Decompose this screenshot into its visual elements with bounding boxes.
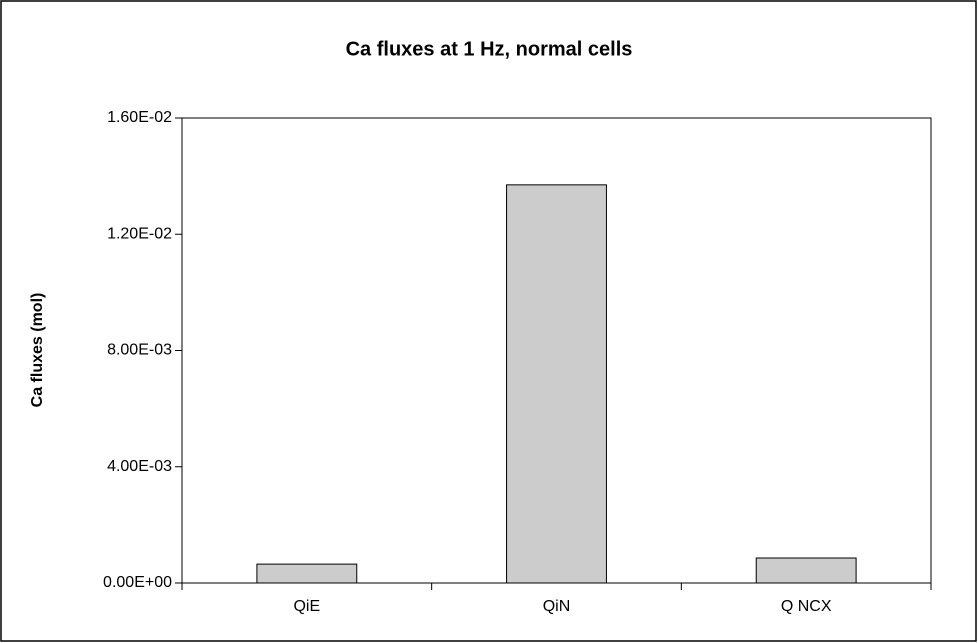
y-tick-label: 1.20E-02: [107, 225, 172, 242]
y-tick-label: 8.00E-03: [107, 342, 172, 359]
x-tick-label: QiE: [293, 598, 320, 615]
y-tick-label: 1.60E-02: [107, 109, 172, 126]
y-axis-title: Ca fluxes (mol): [29, 293, 46, 408]
bar: [755, 557, 857, 584]
bar: [506, 184, 607, 584]
y-tick-label: 0.00E+00: [103, 574, 172, 591]
y-tick-label: 4.00E-03: [107, 458, 172, 475]
x-tick-label: QiN: [543, 598, 571, 615]
x-tick-label: Q NCX: [781, 598, 832, 615]
chart-title: Ca fluxes at 1 Hz, normal cells: [346, 38, 633, 60]
bar: [256, 563, 358, 584]
